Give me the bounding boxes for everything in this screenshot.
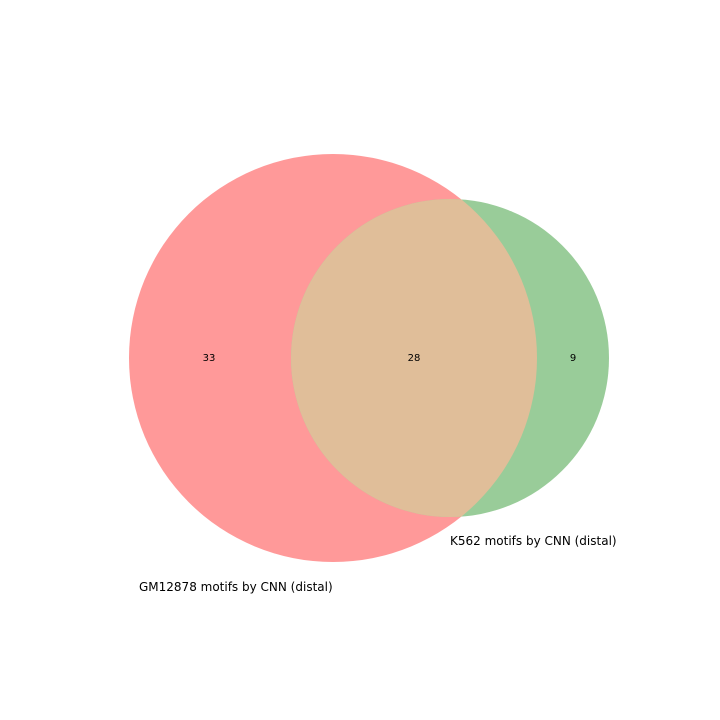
- region-count-only-a: 33: [203, 353, 216, 364]
- set-b-label: K562 motifs by CNN (distal): [450, 534, 617, 548]
- region-count-both: 28: [408, 353, 421, 364]
- region-count-only-b: 9: [570, 353, 576, 364]
- set-a-label: GM12878 motifs by CNN (distal): [139, 580, 333, 594]
